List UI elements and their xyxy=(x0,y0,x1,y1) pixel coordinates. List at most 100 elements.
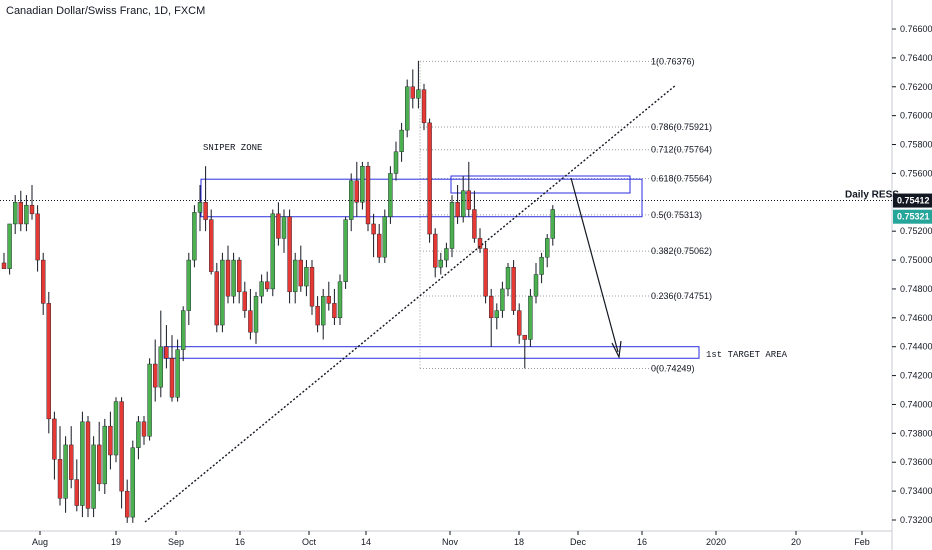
candle-down xyxy=(522,334,527,369)
candle-up xyxy=(405,79,410,138)
candle-body xyxy=(208,219,214,272)
candle-down xyxy=(421,83,427,131)
candle-down xyxy=(265,271,270,292)
candle-body xyxy=(332,303,337,319)
candle-body xyxy=(242,291,248,311)
price-tick-label: 0.76400 xyxy=(900,53,932,63)
ascending-trendline[interactable] xyxy=(144,84,677,523)
price-tick-label: 0.74600 xyxy=(900,313,932,323)
candle-down xyxy=(164,325,169,369)
price-tick-label: 0.73800 xyxy=(900,428,932,438)
candle-up xyxy=(461,176,466,223)
candle-down xyxy=(326,281,331,311)
chart-title: Canadian Dollar/Swiss Franc, 1D, FXCM xyxy=(6,5,205,17)
price-tick-label: 0.74400 xyxy=(900,342,932,352)
candle-up xyxy=(270,209,275,297)
fib-level-label: 0.786(0.75921) xyxy=(651,122,712,132)
candle-body xyxy=(321,295,326,326)
target-area-box[interactable] xyxy=(163,346,700,359)
candle-body xyxy=(343,219,348,282)
sniper-zone-inner-box[interactable] xyxy=(450,175,631,194)
price-tick-label: 0.76200 xyxy=(900,82,932,92)
candle-body xyxy=(12,202,18,225)
candle-body xyxy=(141,421,147,437)
candle-up xyxy=(444,242,449,268)
candle-body xyxy=(85,421,91,509)
candle-body xyxy=(91,444,96,509)
candle-body xyxy=(265,281,270,290)
candle-body xyxy=(539,256,544,275)
candle-body xyxy=(63,444,68,499)
candle-up xyxy=(505,262,511,297)
candle-body xyxy=(416,89,421,99)
candle-body xyxy=(477,238,483,249)
candle-up xyxy=(388,166,393,224)
candle-down xyxy=(315,296,320,333)
candle-body xyxy=(393,151,399,174)
candle-up xyxy=(80,411,85,518)
time-tick-label: Oct xyxy=(302,537,317,547)
candle-down xyxy=(309,260,315,315)
candle-body xyxy=(7,223,12,269)
candle-body xyxy=(236,259,242,293)
candle-up xyxy=(91,436,96,518)
time-tick-label: 19 xyxy=(111,537,121,547)
price-tick-label: 0.75800 xyxy=(900,140,932,150)
candle-down xyxy=(433,228,438,278)
candle-up xyxy=(416,60,421,109)
candle-down xyxy=(1,252,7,269)
candle-up xyxy=(528,288,533,347)
candle-body xyxy=(315,306,320,326)
time-tick-label: 16 xyxy=(235,537,245,547)
candle-body xyxy=(18,202,23,225)
zones[interactable]: SNIPER ZONE 1st TARGET AREA xyxy=(163,143,788,360)
candle-body xyxy=(337,281,343,319)
time-tick-label: 2020 xyxy=(706,537,726,547)
candle-body xyxy=(377,233,382,258)
candle-down xyxy=(276,202,281,246)
candle-down xyxy=(96,421,102,492)
candle-down xyxy=(169,335,175,402)
candle-up xyxy=(220,252,225,333)
price-tick-label: 0.75200 xyxy=(900,226,932,236)
candle-body xyxy=(225,259,231,297)
candle-body xyxy=(68,444,74,480)
candle-up xyxy=(231,252,236,304)
sniper-zone-box[interactable] xyxy=(200,178,643,218)
candle-body xyxy=(410,86,415,99)
candle-up xyxy=(337,274,343,326)
fib-level-label: 0.618(0.75564) xyxy=(651,174,712,184)
candle-body xyxy=(197,202,203,213)
fib-retracement[interactable]: 1(0.76376) 0.786(0.75921) 0.712(0.75764) 0.… xyxy=(419,56,712,374)
candle-down xyxy=(489,288,494,347)
time-axis[interactable]: Aug 19 Sep 16 Oct 14 Nov 18 Dec 16 2020 20 Feb xyxy=(32,531,870,547)
candle-up xyxy=(24,195,29,232)
candle-body xyxy=(80,421,85,506)
ress-price-tag xyxy=(893,193,932,208)
time-tick-label: Aug xyxy=(32,537,48,547)
candle-up xyxy=(63,436,68,513)
candle-down xyxy=(332,288,337,326)
candle-body xyxy=(169,358,175,398)
candle-body xyxy=(449,202,455,249)
time-tick-label: Dec xyxy=(570,537,587,547)
candle-up xyxy=(130,440,136,523)
time-tick-label: Nov xyxy=(442,537,459,547)
candle-body xyxy=(96,444,102,485)
target-arrow-head xyxy=(611,340,622,360)
candle-body xyxy=(438,259,443,268)
candle-body xyxy=(444,248,449,261)
drawings[interactable]: Daily RESS xyxy=(0,84,899,523)
candle-body xyxy=(511,267,516,311)
target-arrow-shaft[interactable] xyxy=(570,177,619,353)
time-tick-label: Sep xyxy=(168,537,184,547)
candle-down xyxy=(248,288,253,340)
sniper-zone-label: SNIPER ZONE xyxy=(203,143,262,153)
candle-body xyxy=(287,216,292,293)
candle-up xyxy=(253,291,259,344)
candle-body xyxy=(136,421,141,448)
candle-body xyxy=(500,288,505,311)
candle-up xyxy=(293,252,298,304)
price-axis[interactable]: 0.76600 0.76400 0.76200 0.76000 0.75800 0.756… xyxy=(892,24,932,525)
